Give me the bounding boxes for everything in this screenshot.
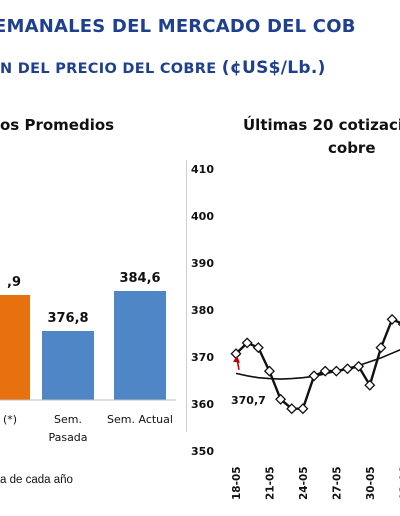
annotation-arrowhead	[233, 355, 240, 363]
data-point	[364, 379, 376, 391]
y-tick-label: 410	[191, 163, 214, 176]
y-tick-label: 350	[191, 445, 214, 458]
data-point	[275, 393, 287, 405]
bar-value-label: 384,6	[119, 271, 160, 286]
x-tick-label: 18-05	[231, 466, 243, 500]
data-point	[319, 365, 331, 377]
data-point	[330, 365, 342, 377]
bar-chart-title: os Promedios	[0, 116, 115, 134]
y-tick-label: 400	[191, 210, 214, 223]
bar	[0, 295, 30, 400]
subtitle-unit: (¢US$/Lb.)	[221, 58, 326, 78]
footnote: a de cada año	[0, 474, 73, 486]
page-title: EMANALES DEL MERCADO DEL COB	[0, 16, 356, 37]
x-tick-label: 27-05	[331, 466, 343, 500]
data-point	[353, 360, 365, 372]
data-point	[341, 363, 354, 375]
trend-line	[235, 349, 400, 380]
panel-divider	[186, 160, 187, 432]
category-label: Pasada	[48, 431, 87, 444]
y-tick-label: 390	[191, 257, 214, 270]
category-label: Sem. Actual	[107, 413, 173, 426]
data-point	[386, 313, 398, 325]
data-point	[297, 403, 309, 415]
bar	[42, 331, 94, 400]
data-point	[263, 365, 275, 377]
line-chart-title: Últimas 20 cotizacio	[243, 116, 400, 134]
page-subtitle: N DEL PRECIO DEL COBRE (¢US$/Lb.)	[0, 58, 326, 78]
bar-value-label: ,9	[7, 275, 21, 290]
bar	[114, 291, 166, 400]
annotation-label: 370,7	[231, 394, 266, 407]
subtitle-text: N DEL PRECIO DEL COBRE	[0, 61, 222, 77]
bar-value-label: 376,8	[47, 311, 88, 326]
category-label: Sem.	[54, 413, 82, 426]
x-tick-label: 30-05	[365, 466, 377, 500]
data-point	[241, 337, 253, 349]
data-point	[252, 342, 264, 354]
data-point	[286, 403, 298, 415]
x-tick-label: 24-05	[298, 466, 310, 500]
data-point	[375, 342, 387, 354]
y-tick-label: 370	[191, 351, 214, 364]
line-chart-title-line2: cobre	[328, 139, 376, 157]
category-label: (*)	[3, 413, 17, 426]
x-tick-label: 21-05	[264, 466, 276, 500]
x-tick-label: 02-06	[398, 466, 400, 500]
y-tick-label: 360	[191, 398, 214, 411]
y-tick-label: 380	[191, 304, 214, 317]
data-point	[308, 370, 320, 382]
